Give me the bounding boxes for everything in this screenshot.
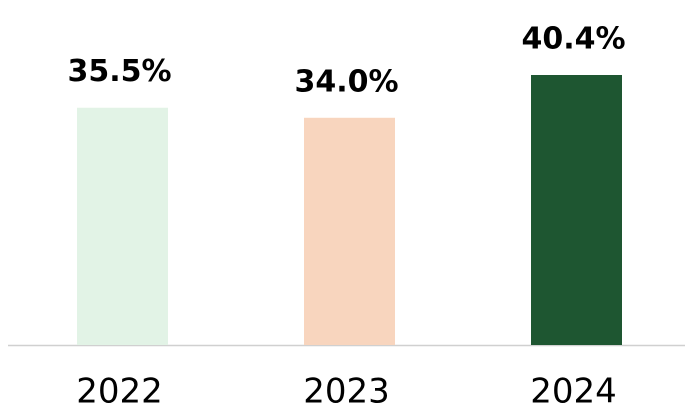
bar — [77, 107, 168, 345]
value-label: 35.5% — [67, 54, 171, 89]
bar — [531, 75, 622, 345]
bar — [304, 117, 395, 345]
x-tick-label: 2023 — [303, 372, 390, 412]
value-label: 40.4% — [521, 22, 625, 57]
x-tick-label: 2022 — [76, 372, 163, 412]
value-label: 34.0% — [294, 64, 398, 99]
x-tick-label: 2024 — [530, 372, 617, 412]
